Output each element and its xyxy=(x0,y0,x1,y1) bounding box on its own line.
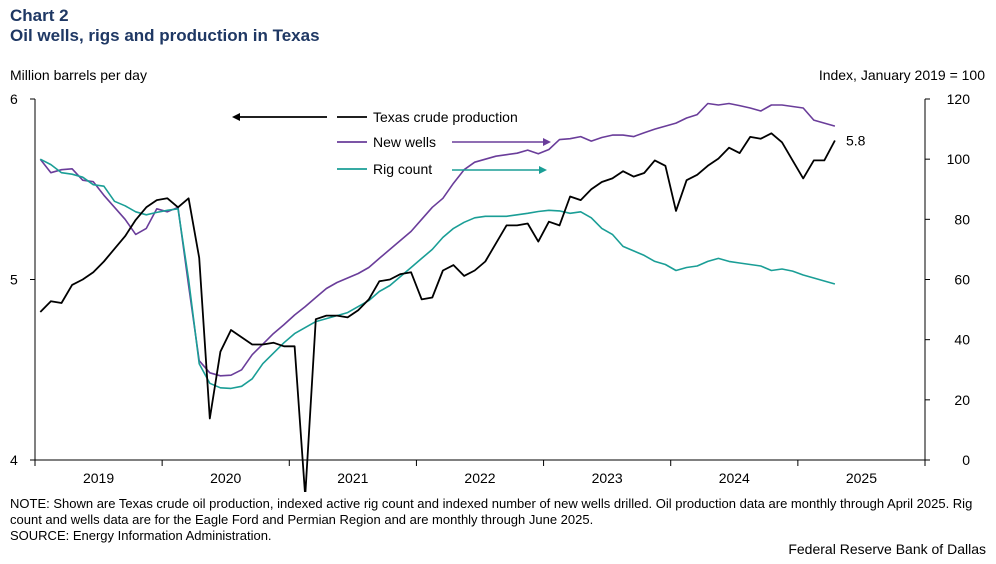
left-tick-label: 4 xyxy=(10,452,18,468)
source-text: SOURCE: Energy Information Administratio… xyxy=(10,528,272,543)
footnote: NOTE: Shown are Texas crude oil producti… xyxy=(10,496,990,544)
attribution: Federal Reserve Bank of Dallas xyxy=(788,541,986,557)
series-line-production xyxy=(39,132,836,492)
right-tick-label: 120 xyxy=(947,91,971,107)
x-tick-label: 2024 xyxy=(719,470,750,486)
right-tick-label: 60 xyxy=(954,272,970,288)
legend-arrowhead-wells xyxy=(543,138,551,146)
legend: Texas crude production New wells Rig count xyxy=(232,109,551,177)
legend-arrowhead-rigs xyxy=(539,166,547,174)
end-value-label: 5.8 xyxy=(846,133,866,149)
right-tick-label: 100 xyxy=(947,151,971,167)
left-tick-label: 6 xyxy=(10,91,18,107)
note-text: NOTE: Shown are Texas crude oil producti… xyxy=(10,496,973,527)
chart-title: Oil wells, rigs and production in Texas xyxy=(10,26,320,45)
right-tick-label: 0 xyxy=(962,452,970,468)
x-tick-label: 2020 xyxy=(210,470,241,486)
x-tick-label: 2025 xyxy=(846,470,877,486)
right-tick-label: 80 xyxy=(954,211,970,227)
legend-label-wells: New wells xyxy=(373,134,436,150)
chart-label: Chart 2 xyxy=(10,6,69,25)
left-axis-label: Million barrels per day xyxy=(10,67,147,83)
legend-label-rigs: Rig count xyxy=(373,161,432,177)
series-layer: 5.8 xyxy=(39,102,866,492)
legend-arrowhead-production xyxy=(232,113,240,121)
left-tick-label: 5 xyxy=(10,272,18,288)
x-tick-label: 2021 xyxy=(337,470,368,486)
right-axis-label: Index, January 2019 = 100 xyxy=(819,67,985,83)
x-tick-label: 2019 xyxy=(83,470,114,486)
x-tick-label: 2023 xyxy=(592,470,623,486)
series-line-rigs xyxy=(39,158,836,390)
series-line-wells xyxy=(39,102,836,377)
legend-label-production: Texas crude production xyxy=(373,109,518,125)
right-tick-label: 20 xyxy=(954,392,970,408)
right-tick-label: 40 xyxy=(954,332,970,348)
chart-svg: Million barrels per day Index, January 2… xyxy=(10,67,985,492)
x-tick-label: 2022 xyxy=(464,470,495,486)
